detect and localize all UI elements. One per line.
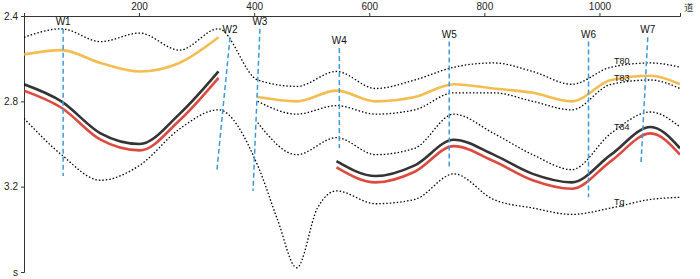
reflection: [24, 78, 218, 151]
tick-mark: [21, 187, 24, 188]
chart: 200 400 600 800 1000 2.4 2.8 3.2 s W1 W2 W3 W4 W5 W6 W7…: [0, 0, 700, 279]
horizon: [258, 112, 680, 170]
tick: s: [13, 267, 24, 278]
tick-label: 200: [131, 1, 148, 12]
tick-mark: [21, 272, 24, 273]
tick-label: 800: [477, 1, 494, 12]
tick-mark: [369, 13, 370, 16]
x-axis: 200 400 600 800 1000: [25, 1, 681, 17]
horizon: [24, 110, 680, 268]
tick-label: 400: [246, 1, 263, 12]
tick: 600: [361, 1, 378, 16]
well-label: W4: [332, 35, 347, 46]
tick: 800: [477, 1, 494, 16]
well: [641, 37, 648, 165]
labels: W1 W2 W3 W4 W5 W6 W7 T80 T83 T84 Tg: [56, 16, 656, 207]
well: [217, 37, 230, 171]
horizon: [24, 29, 680, 89]
well-label: W3: [252, 16, 267, 27]
tick: 200: [131, 1, 148, 16]
plot: 200 400 600 800 1000 2.4 2.8 3.2 s W1 W2 W3 W4 W5 W6 W7…: [4, 1, 680, 278]
reflection: [24, 71, 218, 144]
x-axis-title: 道: [684, 2, 694, 13]
well: [339, 48, 341, 148]
tick-mark: [139, 13, 140, 16]
well: [62, 29, 64, 176]
tick: 2.4: [4, 11, 24, 22]
horizon-label: T83: [614, 73, 630, 83]
horizon-label: T84: [614, 122, 630, 132]
well-label: W5: [442, 29, 457, 40]
well-label: W1: [56, 16, 71, 27]
horizon-label: T80: [614, 56, 630, 66]
tick-label: 3.2: [4, 181, 18, 192]
tick-mark: [484, 13, 485, 16]
reflection: [24, 37, 218, 71]
tick-label: 1000: [589, 1, 612, 12]
tick-mark: [21, 16, 24, 17]
tick-label: 2.8: [4, 96, 18, 107]
well: [588, 42, 590, 198]
tick-mark: [599, 13, 600, 16]
y-axis: 2.4 2.8 3.2 s: [4, 11, 24, 278]
tick: 3.2: [4, 181, 24, 192]
reflection: [336, 133, 680, 188]
well-label: W7: [640, 24, 655, 35]
well: [253, 29, 260, 191]
well: [448, 42, 450, 170]
horizon-label: Tg: [614, 197, 625, 207]
marks: [24, 29, 680, 268]
tick-mark: [21, 101, 24, 102]
tick-label: s: [13, 267, 18, 278]
tick: 400: [246, 1, 263, 16]
axis-line: [25, 13, 681, 17]
axis-line: [21, 17, 25, 273]
well-label: W6: [581, 29, 596, 40]
tick-label: 600: [361, 1, 378, 12]
tick: 2.8: [4, 96, 24, 107]
well-label: W2: [223, 24, 238, 35]
tick: 1000: [589, 1, 612, 16]
horizon: [258, 80, 680, 114]
tick-label: 2.4: [4, 11, 18, 22]
